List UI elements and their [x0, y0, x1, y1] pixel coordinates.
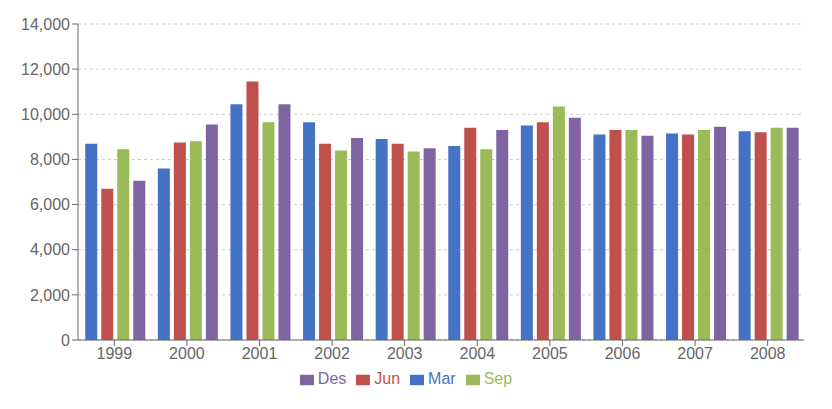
- svg-text:10,000: 10,000: [21, 106, 70, 123]
- svg-text:4,000: 4,000: [30, 241, 70, 258]
- svg-text:2006: 2006: [605, 345, 641, 362]
- html-text:Mar: Mar: [428, 370, 456, 387]
- svg-text:2,000: 2,000: [30, 287, 70, 304]
- svg-text:0: 0: [61, 332, 70, 349]
- svg-text:2003: 2003: [387, 345, 423, 362]
- svg-text:12,000: 12,000: [21, 61, 70, 78]
- svg-text:2000: 2000: [169, 345, 205, 362]
- svg-text:2005: 2005: [532, 345, 568, 362]
- svg-text:2004: 2004: [460, 345, 496, 362]
- svg-text:8,000: 8,000: [30, 151, 70, 168]
- svg-text:14,000: 14,000: [21, 16, 70, 33]
- svg-text:6,000: 6,000: [30, 196, 70, 213]
- html-text:Des: Des: [317, 370, 347, 387]
- svg-text:2007: 2007: [677, 345, 713, 362]
- html-text:Sep: Sep: [483, 370, 513, 387]
- svg-text:2002: 2002: [314, 345, 350, 362]
- html-text:Jun: Jun: [374, 370, 401, 387]
- svg-text:2001: 2001: [242, 345, 278, 362]
- svg-text:1999: 1999: [97, 345, 133, 362]
- svg-text:2008: 2008: [750, 345, 786, 362]
